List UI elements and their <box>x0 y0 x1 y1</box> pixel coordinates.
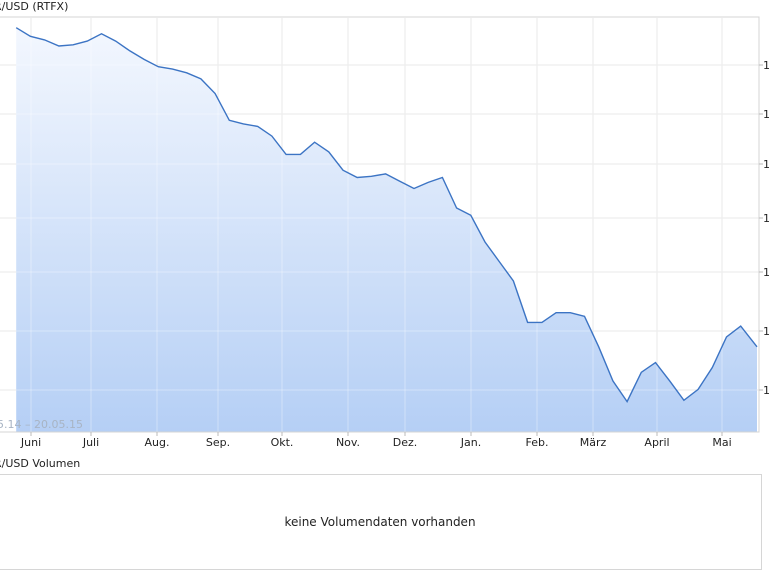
x-tick-label: Dez. <box>393 436 418 449</box>
x-tick-label: Mai <box>712 436 731 449</box>
chart-title: R/USD (RTFX) <box>0 0 69 13</box>
x-tick-label: Okt. <box>271 436 294 449</box>
volume-panel: keine Volumendaten vorhanden <box>0 474 762 570</box>
grid-lines-overlay <box>0 18 759 432</box>
y-tick-label: 1 <box>763 266 770 279</box>
x-tick-label: März <box>580 436 607 449</box>
y-tick-label: 1 <box>763 108 770 121</box>
y-tick-label: 1 <box>763 384 770 397</box>
date-range-label: 5.14 – 20.05.15 <box>0 418 83 431</box>
y-axis: 1 1 1 1 1 1 1 <box>759 59 770 397</box>
x-axis: Juni Juli Aug. Sep. Okt. Nov. Dez. Jan. Feb. März… <box>20 432 732 449</box>
y-tick-label: 1 <box>763 212 770 225</box>
price-line <box>15 27 758 403</box>
y-tick-label: 1 <box>763 59 770 72</box>
x-tick-label: Aug. <box>145 436 170 449</box>
volume-title: R/USD Volumen <box>0 457 81 470</box>
plot-frame <box>0 16 760 433</box>
volume-empty-message: keine Volumendaten vorhanden <box>284 515 476 529</box>
x-tick-label: Feb. <box>526 436 549 449</box>
x-tick-label: Juni <box>20 436 41 449</box>
y-tick-label: 1 <box>763 325 770 338</box>
x-tick-label: Sep. <box>206 436 230 449</box>
x-tick-label: Juli <box>82 436 99 449</box>
price-area-fill <box>16 27 757 432</box>
x-tick-label: April <box>644 436 669 449</box>
y-tick-label: 1 <box>763 158 770 171</box>
x-tick-label: Nov. <box>336 436 360 449</box>
x-tick-label: Jan. <box>460 436 481 449</box>
price-chart: Juni Juli Aug. Sep. Okt. Nov. Dez. Jan. Feb. März… <box>0 16 770 449</box>
